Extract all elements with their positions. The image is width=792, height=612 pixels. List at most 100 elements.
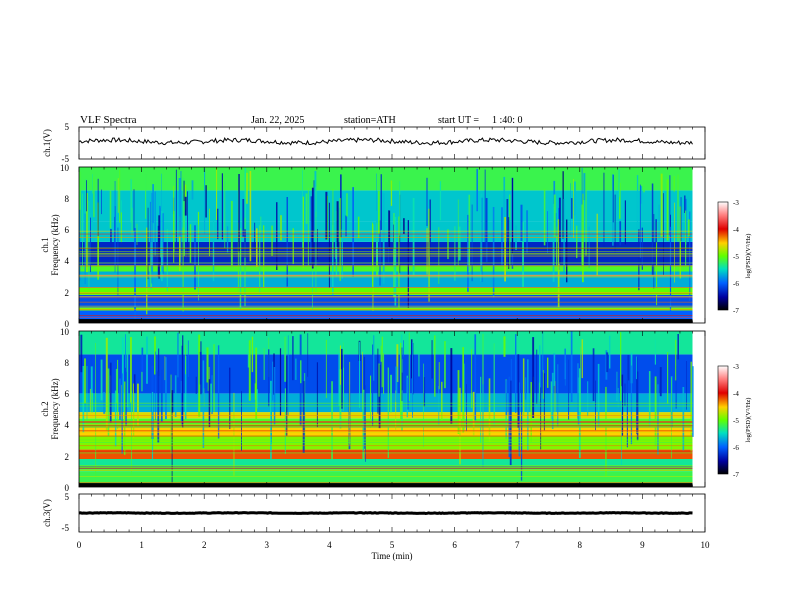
ch2-spec-sferic-streak	[518, 382, 520, 457]
ch1-spec-sferic-streak	[573, 178, 574, 239]
ch2-spec-sferic-streak	[636, 357, 638, 434]
ch1-spec-sferic-streak	[571, 198, 573, 219]
ch2-spec-sferic-streak	[341, 348, 343, 409]
ch2-spec-interference-line	[79, 430, 693, 432]
ch1-spectrogram-ylabel-channel: ch.1	[40, 237, 50, 252]
ch1-spec-sferic-streak	[643, 169, 645, 193]
ch1-spec-sferic-streak	[612, 174, 614, 246]
ch2-spec-interference-line	[79, 445, 693, 447]
ch2-spec-interference-line	[79, 426, 693, 428]
ch2-spec-sferic-streak	[423, 377, 426, 407]
ch1-spec-sferic-streak	[332, 188, 334, 254]
ch2-spec-sferic-streak	[482, 333, 484, 419]
ch2-spec-sferic-streak	[457, 370, 460, 434]
xtick-label-0: 0	[77, 540, 82, 550]
ch1-spec-sferic-streak	[97, 202, 99, 280]
ch1-spec-sferic-streak	[204, 168, 206, 235]
ch1-spec-sferic-streak	[393, 224, 394, 249]
ch1-ytick-8: 8	[65, 194, 70, 204]
xtick-label-4: 4	[327, 540, 332, 550]
ch2-spec-sferic-streak	[199, 351, 202, 385]
ch2-spec-sferic-streak	[557, 364, 559, 427]
ch2-spec-sferic-streak	[362, 351, 363, 410]
ch2-spec-sferic-streak	[530, 382, 532, 443]
ch2-spec-sferic-streak	[80, 334, 83, 373]
ch1-spec-sferic-streak	[286, 197, 288, 287]
ch2-spec-sferic-streak	[198, 334, 201, 417]
ch2-spec-sferic-streak	[377, 348, 379, 414]
ch2-spec-sferic-streak	[509, 380, 512, 466]
ch1-spec-sferic-streak	[230, 200, 233, 267]
ch1-spec-band-5	[79, 265, 693, 272]
ch2-spec-interference-line	[79, 421, 693, 423]
ch1-spec-sferic-streak	[570, 183, 571, 236]
ch1-spec-sferic-streak	[85, 179, 87, 251]
ch2-spec-sferic-streak	[210, 383, 212, 412]
ch2-spec-sferic-streak	[657, 384, 659, 455]
ch2-spec-sferic-streak	[550, 381, 552, 419]
ch2-spec-sferic-streak	[675, 339, 677, 381]
ch2-spec-sferic-streak	[86, 366, 88, 420]
ch2-spec-sferic-streak	[132, 383, 135, 438]
ch2-spec-interference-line	[79, 422, 693, 423]
ch1-spec-sferic-streak	[576, 225, 578, 259]
ch2-spec-sferic-streak	[505, 380, 508, 416]
ch1-spec-sferic-streak	[555, 213, 557, 237]
ch2-spec-sferic-streak	[626, 378, 628, 448]
xtick-label-3: 3	[265, 540, 270, 550]
ch1-spec-sferic-streak	[217, 208, 219, 240]
ch2-spec-sferic-streak	[648, 371, 651, 427]
ch2-spec-interference-line	[79, 468, 693, 469]
ch1-spec-sferic-streak	[553, 180, 556, 208]
ch1-spec-sferic-streak	[336, 201, 339, 247]
ch1-spec-sferic-streak	[619, 182, 621, 219]
ch2-spec-sferic-streak	[105, 337, 108, 431]
ch2-spec-sferic-streak	[184, 356, 187, 420]
ch1-spec-band-7	[79, 221, 693, 242]
ch1-spec-interference-line	[79, 253, 693, 255]
ch2-ytick-0: 0	[65, 483, 70, 493]
cb2-tick-6: -6	[733, 444, 739, 452]
ch1-spec-sferic-streak	[508, 217, 510, 269]
ch2-spec-interference-line	[79, 450, 693, 452]
ch2-colorbar-label: log(PSD)(V²/Hz)	[745, 398, 752, 443]
ch1-spec-interference-line	[79, 248, 693, 249]
ch2-spec-sferic-streak	[617, 388, 619, 408]
ch1-spec-interference-line	[79, 237, 693, 238]
ch2-spec-sferic-streak	[570, 331, 573, 402]
ch2-spec-sferic-streak	[141, 371, 143, 392]
ch2-spec-sferic-streak	[450, 348, 453, 424]
ch2-spec-interference-line	[79, 439, 693, 441]
ch1-spec-sferic-streak	[352, 187, 354, 277]
ch2-spec-band-2	[79, 449, 693, 459]
ch1-spec-sferic-streak	[314, 170, 317, 195]
ch1-spec-interference-line	[79, 292, 693, 294]
ch1-spec-sferic-streak	[335, 221, 337, 259]
ch2-spec-sferic-streak	[423, 363, 424, 447]
ch1-spec-sferic-streak	[562, 171, 564, 239]
ch1-ytick-0: 0	[65, 319, 70, 329]
ch1-ytick-2: 2	[65, 288, 70, 298]
ch2-spec-sferic-streak	[431, 340, 433, 379]
ch2-spec-sferic-streak	[124, 381, 126, 455]
ch1-ytick-6: 6	[65, 225, 70, 235]
ch1-spec-sferic-streak	[117, 227, 119, 301]
ch2-spec-sferic-streak	[84, 358, 86, 404]
ch2-spec-sferic-streak	[255, 347, 258, 421]
ch1-spectrogram-panel: 10 8 6 4 2 0 ch.1 Frequency (kHz) -3 -4 …	[40, 163, 752, 329]
ch2-spec-sferic-streak	[115, 368, 118, 404]
ch2-spec-sferic-streak	[522, 358, 525, 416]
ch1-spec-sferic-streak	[618, 169, 620, 197]
ch2-spec-sferic-streak	[383, 353, 385, 394]
ch1-spec-sferic-streak	[79, 209, 81, 281]
ch1-spec-sferic-streak	[182, 227, 184, 312]
ch1-spec-band-4	[79, 271, 693, 288]
ch2-spectrogram-panel: 10 8 6 4 2 0 ch.2 Frequency (kHz) -3 -4 …	[40, 327, 752, 493]
ch1-spec-sferic-streak	[503, 176, 506, 239]
ch1-spec-sferic-streak	[447, 229, 449, 260]
ch2-spectrogram-image	[79, 331, 705, 487]
ch1-spec-band-8	[79, 190, 693, 222]
ch2-spec-sferic-streak	[636, 356, 637, 380]
ch1-spec-sferic-streak	[398, 216, 400, 309]
